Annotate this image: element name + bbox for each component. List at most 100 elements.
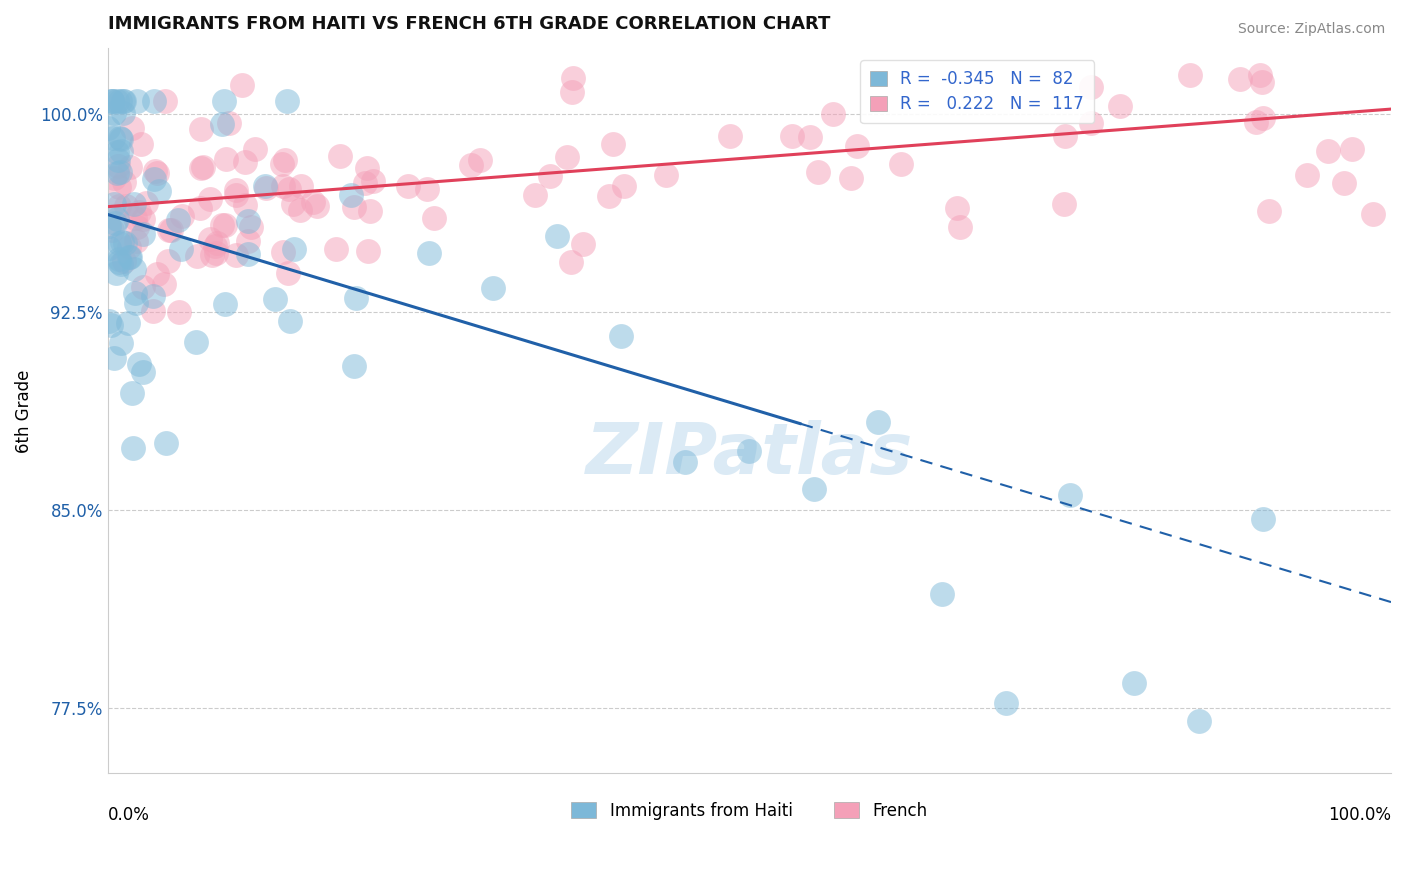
- Point: [613, 178, 636, 193]
- Point: [145, 267, 167, 281]
- Point: [135, 196, 157, 211]
- Point: [97, 120, 120, 135]
- Point: [1253, 111, 1275, 125]
- Point: [125, 296, 148, 310]
- Point: [1317, 144, 1340, 158]
- Point: [128, 357, 150, 371]
- Point: [155, 436, 177, 450]
- Point: [108, 94, 131, 108]
- Point: [302, 194, 325, 209]
- Point: [598, 188, 620, 202]
- Point: [121, 441, 143, 455]
- Point: [198, 192, 221, 206]
- Point: [290, 179, 312, 194]
- Point: [170, 209, 193, 223]
- Point: [124, 285, 146, 300]
- Point: [361, 174, 384, 188]
- Text: IMMIGRANTS FROM HAITI VS FRENCH 6TH GRADE CORRELATION CHART: IMMIGRANTS FROM HAITI VS FRENCH 6TH GRAD…: [108, 15, 830, 33]
- Point: [254, 179, 277, 194]
- Y-axis label: 6th Grade: 6th Grade: [15, 369, 32, 452]
- Point: [101, 94, 124, 108]
- Point: [188, 202, 211, 216]
- Point: [276, 94, 298, 108]
- Point: [107, 153, 129, 167]
- Point: [866, 415, 889, 429]
- Point: [160, 223, 183, 237]
- Point: [118, 160, 141, 174]
- Point: [1251, 512, 1274, 526]
- Point: [718, 128, 741, 143]
- Point: [131, 212, 153, 227]
- Point: [105, 94, 128, 108]
- Point: [103, 351, 125, 365]
- Point: [214, 219, 236, 233]
- Point: [112, 106, 135, 120]
- Point: [807, 165, 830, 179]
- Point: [143, 94, 166, 108]
- Point: [118, 250, 141, 264]
- Point: [122, 261, 145, 276]
- Point: [340, 188, 363, 202]
- Point: [780, 128, 803, 143]
- Point: [803, 483, 825, 497]
- Point: [460, 158, 482, 172]
- Point: [211, 218, 233, 232]
- Text: ZIPatlas: ZIPatlas: [586, 420, 912, 489]
- Point: [254, 181, 277, 195]
- Point: [243, 142, 266, 156]
- Point: [121, 386, 143, 401]
- Point: [572, 236, 595, 251]
- Point: [110, 131, 132, 145]
- Point: [190, 121, 212, 136]
- Point: [103, 106, 125, 120]
- Point: [201, 248, 224, 262]
- Point: [100, 318, 122, 332]
- Point: [186, 249, 208, 263]
- Point: [142, 304, 165, 318]
- Point: [841, 171, 863, 186]
- Point: [225, 188, 247, 202]
- Point: [114, 235, 136, 250]
- Point: [329, 149, 352, 163]
- Point: [239, 219, 262, 234]
- Point: [325, 242, 347, 256]
- Point: [1244, 115, 1267, 129]
- Point: [562, 70, 585, 85]
- Point: [845, 139, 868, 153]
- Point: [100, 94, 122, 108]
- Point: [1362, 207, 1385, 221]
- Point: [890, 157, 912, 171]
- Point: [1333, 176, 1355, 190]
- Point: [236, 235, 259, 249]
- Point: [1052, 196, 1074, 211]
- Point: [995, 696, 1018, 710]
- Point: [225, 248, 247, 262]
- Point: [101, 131, 124, 145]
- Point: [1257, 203, 1279, 218]
- Point: [673, 455, 696, 469]
- Point: [271, 178, 294, 193]
- Point: [557, 150, 579, 164]
- Point: [481, 281, 503, 295]
- Point: [290, 203, 312, 218]
- Point: [105, 145, 128, 160]
- Text: Source: ZipAtlas.com: Source: ZipAtlas.com: [1237, 22, 1385, 37]
- Point: [103, 196, 125, 211]
- Point: [117, 316, 139, 330]
- Point: [238, 247, 260, 261]
- Point: [110, 132, 132, 146]
- Point: [271, 157, 294, 171]
- Point: [1249, 68, 1271, 82]
- Point: [198, 232, 221, 246]
- Point: [112, 94, 135, 108]
- Point: [128, 205, 150, 219]
- Point: [343, 200, 366, 214]
- Point: [931, 587, 953, 601]
- Point: [132, 279, 155, 293]
- Point: [105, 166, 128, 180]
- Point: [170, 242, 193, 256]
- Point: [110, 336, 132, 351]
- Point: [354, 176, 377, 190]
- Point: [98, 219, 121, 234]
- Point: [143, 164, 166, 178]
